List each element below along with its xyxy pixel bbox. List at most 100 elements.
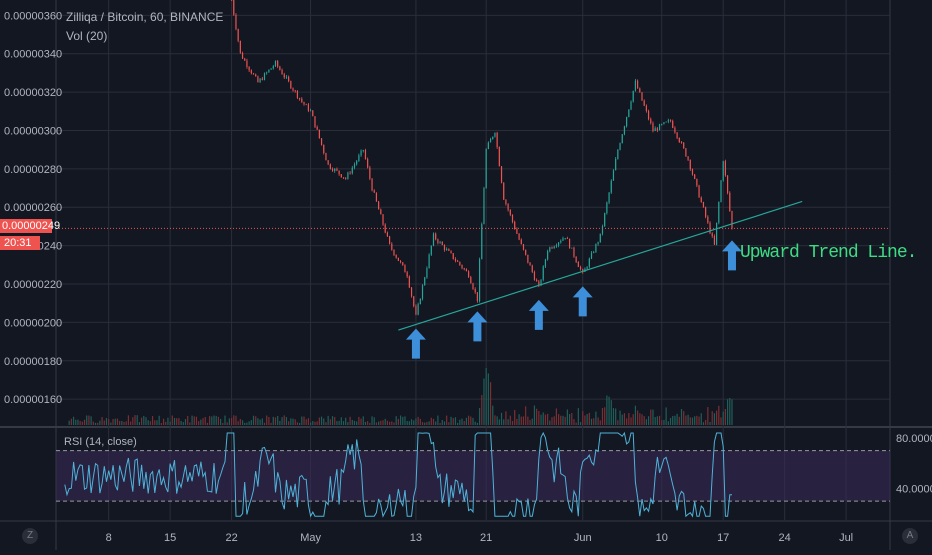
candle-body — [461, 265, 463, 269]
volume-bar — [266, 415, 268, 425]
candle-body — [689, 159, 691, 170]
volume-bar — [220, 418, 222, 425]
candle-body — [248, 66, 250, 71]
volume-bar — [485, 368, 487, 425]
support-arrow-shape — [721, 240, 742, 271]
candle-body — [505, 199, 507, 205]
volume-bar — [320, 416, 323, 425]
candle-body — [529, 262, 531, 266]
candle-body — [305, 104, 307, 106]
auto-scale-button[interactable]: A — [902, 528, 918, 544]
volume-bar — [408, 421, 410, 425]
volume-bar — [663, 419, 665, 425]
price-tick-label: 0.00000360 — [4, 10, 62, 22]
volume-bar — [711, 411, 713, 425]
volume-bar — [588, 412, 590, 425]
volume-bar — [248, 421, 250, 425]
candle-body — [439, 241, 441, 243]
candle-body — [700, 197, 702, 203]
candle-body — [560, 240, 562, 243]
candle-body — [612, 170, 615, 181]
volume-bar — [551, 417, 553, 425]
volume-bar — [481, 395, 483, 425]
candle-body — [551, 247, 553, 249]
volume-bar — [395, 416, 397, 425]
volume-bar — [119, 421, 121, 425]
volume-bar — [566, 409, 568, 425]
volume-bar — [573, 419, 575, 425]
volume-bar — [382, 420, 384, 425]
volume-bar — [509, 415, 511, 425]
candle-body — [527, 254, 529, 263]
candle-body — [270, 68, 272, 70]
volume-bar — [162, 418, 165, 425]
volume-bar — [187, 415, 189, 425]
candle-body — [448, 249, 450, 251]
volume-bar — [443, 421, 446, 425]
volume-bar — [555, 408, 557, 425]
volume-bar — [507, 419, 509, 425]
volume-bar — [452, 418, 454, 425]
candle-body — [301, 98, 303, 102]
candle-body — [496, 132, 498, 148]
volume-bar — [86, 415, 88, 425]
volume-bar — [105, 418, 108, 425]
candle-body — [309, 110, 312, 112]
volume-bar — [375, 422, 378, 425]
volume-bar — [702, 422, 705, 425]
volume-bar — [404, 416, 406, 425]
rsi-tick-label: 80.0000 — [896, 433, 932, 445]
volume-bar — [235, 415, 237, 425]
volume-bar — [399, 415, 402, 425]
candle-body — [261, 78, 263, 80]
timezone-button[interactable]: Z — [22, 528, 38, 544]
volume-bar — [138, 422, 140, 425]
candle-body — [283, 74, 285, 78]
volume-bar — [140, 417, 143, 425]
volume-bar — [689, 417, 691, 425]
volume-bar — [564, 416, 566, 425]
volume-bar — [88, 415, 90, 425]
volume-bar — [171, 415, 173, 425]
volume-bar — [617, 420, 619, 425]
volume-bar — [461, 418, 463, 425]
candle-body — [481, 224, 483, 260]
candle-body — [626, 116, 628, 127]
candle-body — [290, 81, 292, 89]
candle-body — [349, 172, 351, 174]
volume-bar — [230, 417, 233, 425]
candle-body — [441, 241, 443, 246]
volume-bar — [173, 417, 176, 425]
volume-bar — [165, 421, 167, 425]
volume-bar — [371, 416, 373, 425]
candle-body — [395, 255, 397, 258]
candle-body — [476, 292, 478, 302]
candle-body — [489, 139, 492, 143]
volume-bar — [180, 420, 182, 425]
time-tick-label: Jul — [839, 532, 853, 544]
candle-body — [729, 192, 731, 212]
volume-bar — [645, 419, 647, 425]
volume-bar — [511, 421, 514, 425]
candle-body — [382, 214, 384, 225]
volume-legend: Vol (20) — [66, 29, 108, 43]
candle-body — [468, 271, 470, 278]
volume-bar — [626, 418, 628, 425]
volume-bar — [75, 419, 77, 425]
candle-body — [615, 158, 617, 171]
volume-bar — [667, 421, 669, 425]
rsi-band — [56, 450, 890, 502]
volume-bar — [413, 420, 415, 425]
volume-bar — [349, 416, 351, 425]
candle-body — [722, 161, 724, 181]
volume-bar — [533, 405, 536, 425]
volume-bar — [70, 418, 72, 425]
candle-body — [516, 228, 518, 234]
volume-bar — [731, 399, 733, 425]
volume-bar — [239, 418, 241, 425]
volume-bar — [189, 422, 191, 425]
volume-bar — [553, 416, 555, 425]
candle-body — [652, 123, 654, 132]
